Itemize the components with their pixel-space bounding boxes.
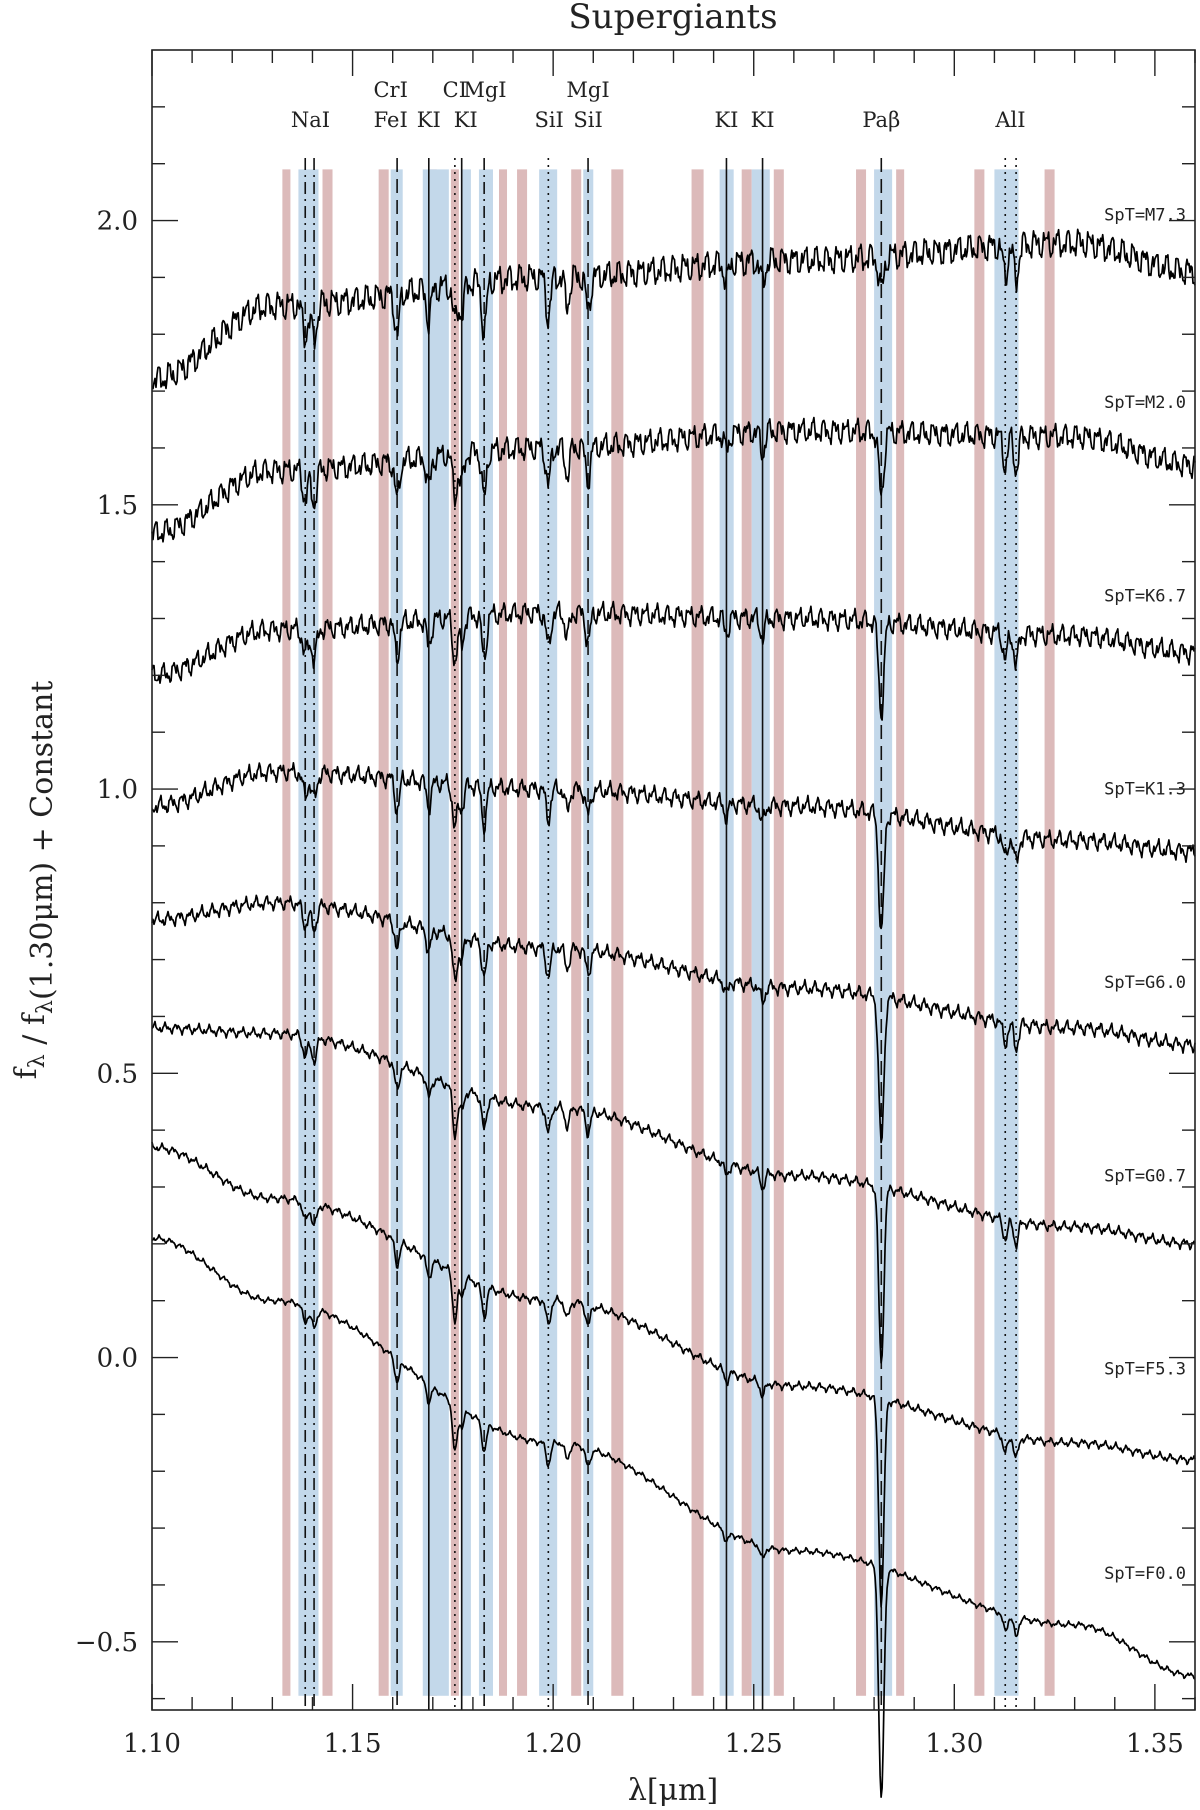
- continuum-band-7: [571, 169, 582, 1696]
- continuum-band-8: [611, 169, 624, 1696]
- feature-band-0: [298, 169, 319, 1696]
- x-tick-label-3: 1.25: [725, 1729, 783, 1759]
- series-label-1: SpT=M2.0: [1104, 393, 1186, 413]
- axis-ticks: 1.10 1.15 1.20 1.25 1.30 1.35 −0.5 0.0 0.5 1.0 1.5…: [75, 50, 1196, 1759]
- series-label-0: SpT=M7.3: [1104, 206, 1186, 226]
- line-label-8: MgI: [566, 78, 609, 102]
- spectrum-line-6: [151, 1141, 1196, 1608]
- series-label-4: SpT=G6.0: [1104, 973, 1186, 993]
- continuum-band-0: [282, 169, 291, 1696]
- x-tick-label-5: 1.35: [1126, 1729, 1184, 1759]
- continuum-band-1: [322, 169, 333, 1696]
- spectrum-line-4: [151, 894, 1196, 1144]
- y-tick-label-5: 2.0: [97, 207, 138, 237]
- continuum-band-9: [691, 169, 704, 1696]
- spectrum-line-7: [152, 1234, 1196, 1798]
- line-label-9: SiI: [573, 108, 602, 132]
- y-tick-label-2: 0.5: [97, 1059, 138, 1089]
- x-tick-label-4: 1.30: [925, 1729, 983, 1759]
- continuum-band-2: [378, 169, 389, 1696]
- continuum-band-4: [450, 169, 459, 1696]
- line-label-2: FeI: [374, 108, 408, 132]
- line-label-0: NaI: [291, 108, 330, 132]
- feature-band-6: [583, 169, 594, 1696]
- y-axis-label: fλ / fλ(1.30μm) + Constant: [9, 681, 60, 1080]
- series-label-6: SpT=F5.3: [1104, 1360, 1186, 1380]
- feature-band-4: [478, 169, 493, 1696]
- feature-band-8: [751, 169, 770, 1696]
- series-label-7: SpT=F0.0: [1104, 1564, 1186, 1584]
- spectra-series: SpT=M7.3 SpT=M2.0 SpT=K6.7 SpT=K1.3 SpT=G6.0…: [151, 206, 1196, 1798]
- line-label-12: Paβ: [862, 108, 900, 132]
- continuum-band-12: [856, 169, 867, 1696]
- spectrum-line-1: [151, 416, 1196, 543]
- line-label-5: KI: [454, 108, 478, 132]
- feature-band-10: [994, 169, 1019, 1696]
- chart-title: Supergiants: [568, 0, 777, 37]
- line-label-4: CI: [443, 78, 467, 102]
- feature-lines: [304, 158, 1017, 1710]
- line-label-13: AlI: [994, 108, 1025, 132]
- x-tick-label-2: 1.20: [524, 1729, 582, 1759]
- continuum-band-13: [896, 169, 905, 1696]
- continuum-band-11: [773, 169, 784, 1696]
- feature-band-5: [539, 169, 558, 1696]
- spectrum-line-3: [151, 762, 1196, 930]
- continuum-band-10: [741, 169, 752, 1696]
- y-tick-label-4: 1.5: [97, 491, 138, 521]
- series-label-2: SpT=K6.7: [1104, 586, 1186, 606]
- line-label-7: SiI: [534, 108, 563, 132]
- continuum-band-5: [498, 169, 508, 1696]
- y-tick-label-0: −0.5: [75, 1628, 138, 1658]
- x-axis-label: λ[μm]: [628, 1773, 718, 1808]
- y-tick-label-3: 1.0: [97, 775, 138, 805]
- x-tick-label-1: 1.15: [324, 1729, 382, 1759]
- spectrum-line-2: [151, 600, 1196, 721]
- series-label-5: SpT=G0.7: [1104, 1166, 1186, 1186]
- line-label-10: KI: [714, 108, 738, 132]
- continuum-band-14: [974, 169, 985, 1696]
- series-label-3: SpT=K1.3: [1104, 780, 1186, 800]
- continuum-band-15: [1044, 169, 1055, 1696]
- line-label-6: MgI: [463, 78, 506, 102]
- spectrum-line-5: [151, 1020, 1196, 1364]
- continuum-band-6: [517, 169, 528, 1696]
- spectrum-line-0: [151, 228, 1196, 390]
- line-label-11: KI: [751, 108, 775, 132]
- line-label-3: KI: [417, 108, 441, 132]
- y-tick-label-1: 0.0: [97, 1344, 138, 1374]
- x-tick-label-0: 1.10: [123, 1729, 181, 1759]
- line-label-1: CrI: [373, 78, 407, 102]
- feature-band-3: [460, 169, 471, 1696]
- feature-band-1: [390, 169, 403, 1696]
